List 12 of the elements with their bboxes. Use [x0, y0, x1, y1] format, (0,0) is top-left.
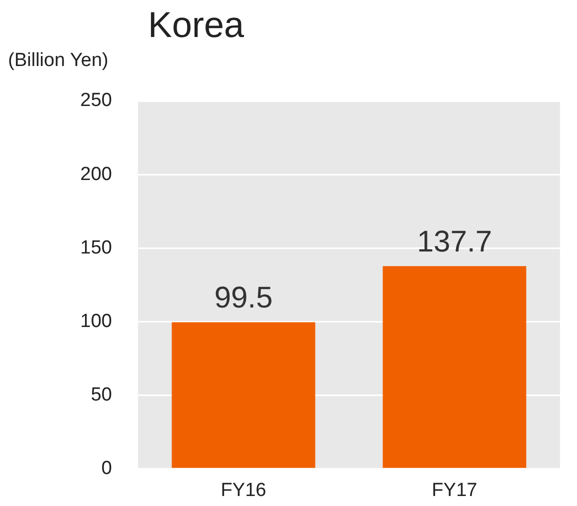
y-axis-title: (Billion Yen): [8, 50, 108, 72]
y-tick-label: 200: [80, 164, 112, 185]
y-tick-label: 50: [90, 384, 112, 406]
y-tick-label: 150: [80, 237, 112, 258]
data-label: 137.7: [416, 225, 492, 258]
y-tick-label: 250: [80, 90, 112, 112]
y-tick-label: 0: [101, 458, 112, 479]
x-tick-label: FY16: [220, 480, 266, 502]
x-tick-label: FY17: [432, 480, 478, 502]
y-tick-label: 100: [80, 310, 112, 332]
data-label: 99.5: [214, 282, 273, 315]
chart-title: Korea: [148, 4, 244, 46]
